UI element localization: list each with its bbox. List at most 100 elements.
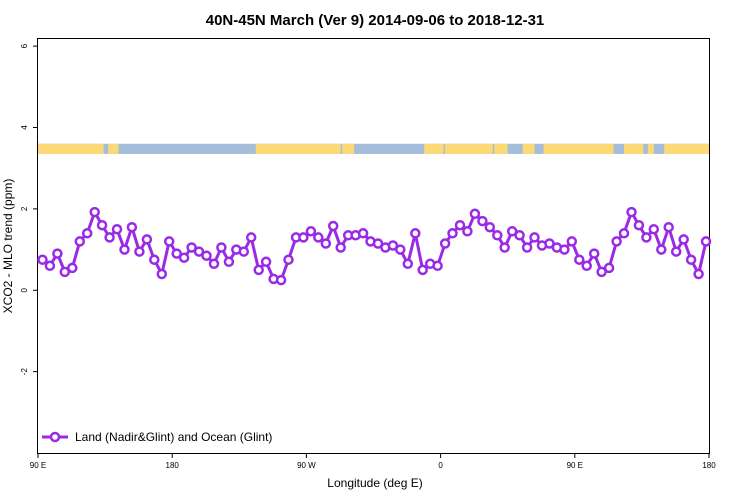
data-point [104,232,115,243]
data-point [469,208,481,220]
data-point [447,228,458,239]
chart-title: 40N-45N March (Ver 9) 2014-09-06 to 2018… [206,12,545,29]
data-point [74,236,86,247]
land-segment [342,143,355,154]
data-point [618,228,630,239]
data-point [387,240,399,251]
data-point [67,262,78,274]
data-point [335,242,346,253]
data-point [693,268,704,280]
x-tick-label: 0 [438,461,443,470]
data-point [126,221,138,233]
data-point [633,219,645,231]
data-point [59,266,71,278]
data-point [417,264,428,276]
plot-frame [37,38,710,454]
land-segment [255,143,341,154]
data-point [648,223,660,235]
data-point [186,242,197,253]
land-segment [647,143,654,154]
data-point [238,246,250,257]
data-point [432,260,443,272]
land-ocean-band [38,143,709,154]
data-point [156,268,168,280]
land-segment [522,143,535,154]
data-point [298,232,309,243]
legend-label: Land (Nadir&Glint) and Ocean (Glint) [75,430,272,444]
data-point [141,234,153,245]
data-point [327,220,339,232]
data-point [626,206,637,218]
data-point [96,219,108,231]
data-point [439,238,451,249]
data-point [111,223,123,235]
data-point [245,232,257,243]
data-point [678,234,689,245]
data-point [700,236,712,247]
data-point [357,228,369,239]
data-point [484,221,496,233]
y-axis-label: XCO2 - MLO trend (ppm) [1,179,15,314]
data-point [81,228,93,239]
data-point [149,254,160,265]
data-point [178,252,190,263]
data-point [402,258,414,270]
data-point [641,232,652,243]
x-tick-label: 180 [702,461,716,470]
data-point [462,226,473,237]
data-point [588,248,600,259]
series-layer [37,206,712,286]
data-point [492,230,503,241]
data-point [395,244,406,255]
data-point [283,254,294,265]
data-point [89,206,100,218]
data-point [216,242,227,253]
data-point [223,256,235,268]
data-point [499,242,510,253]
land-segment [543,143,614,154]
data-point [260,256,272,268]
x-tick-label: 90 W [297,461,316,470]
data-point [581,260,592,272]
land-segment [624,143,644,154]
data-point [663,221,674,233]
ocean-band [38,143,709,154]
data-point [253,264,264,276]
data-point [514,230,525,241]
axes: 90 E 180 90 W 0 90 E 180 -2 0 2 4 6 [20,43,716,470]
data-point [611,236,622,247]
data-point [670,246,682,257]
data-point [521,242,533,253]
data-point [193,246,205,257]
land-segment [445,143,493,154]
x-tick-label: 90 E [30,461,46,470]
data-point [171,248,182,259]
data-point [656,244,667,255]
data-point [320,238,332,249]
data-point [37,254,48,265]
y-tick-label: 6 [20,43,29,48]
data-point [163,236,175,247]
data-point [477,215,488,227]
data-point [685,254,697,265]
data-point [134,246,145,257]
land-segment [664,143,709,154]
data-point [119,244,130,255]
data-point [201,250,212,261]
y-tick-label: -2 [20,368,29,376]
data-point [559,244,570,255]
data-point [454,219,466,231]
data-point [313,232,324,243]
y-tick-label: 2 [20,206,29,211]
land-segment [424,143,444,154]
data-point [208,258,220,270]
data-point [52,248,63,259]
data-point [410,228,421,239]
data-point [305,226,317,237]
x-axis-label: Longitude (deg E) [327,476,422,490]
data-point [566,236,578,247]
legend: Land (Nadir&Glint) and Ocean (Glint) [42,430,272,444]
data-point [596,266,607,278]
x-tick-label: 180 [166,461,180,470]
